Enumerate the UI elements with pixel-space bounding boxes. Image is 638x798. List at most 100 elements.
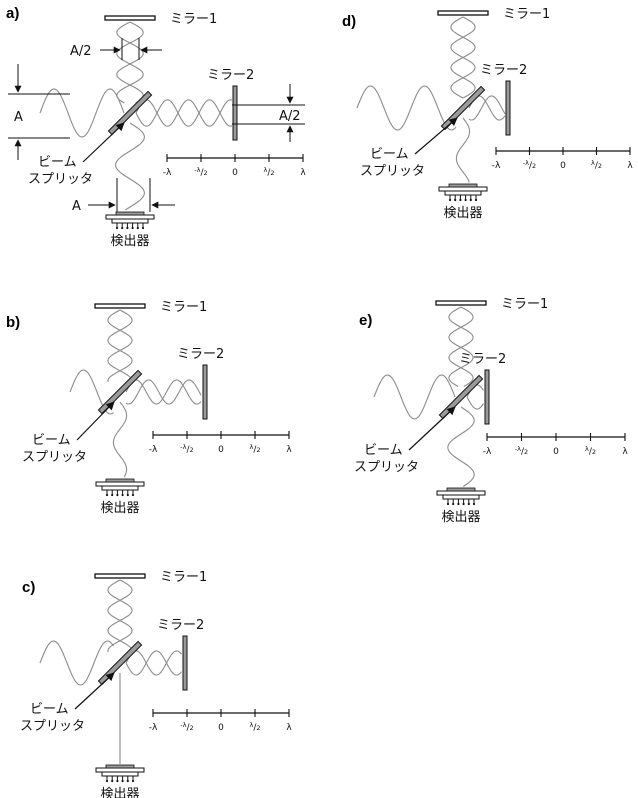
beam-splitter-label-2: スプリッタ: [360, 164, 425, 179]
arm1-wave-b: [107, 579, 133, 653]
detector-label: 検出器: [441, 510, 480, 525]
tick-half-lambda: λ/2: [585, 445, 596, 457]
mirror-1-label: ミラー1: [160, 570, 207, 585]
arm2-wave-b: [125, 650, 182, 676]
half-amplitude-label-right: A/2: [279, 109, 301, 124]
tick-neg-half-lambda: -λ/2: [523, 159, 536, 171]
tick-lambda: λ: [286, 445, 292, 455]
mirror-2: [182, 635, 188, 691]
tick-half-lambda: λ/2: [249, 443, 260, 455]
detector-amplitude-label: A: [72, 199, 81, 214]
arm2-wave-b: [468, 95, 506, 121]
beam-splitter-label-2: スプリッタ: [20, 719, 85, 734]
mirror-1: [435, 300, 487, 306]
arm1-wave-b: [448, 306, 474, 387]
mirror-1-label: ミラー1: [503, 7, 550, 22]
input-wave: [373, 374, 456, 420]
mirror-2-label: ミラー2: [480, 63, 527, 78]
amplitude-label: A: [14, 110, 23, 125]
beam-splitter-arrow: [408, 406, 456, 451]
mirror-2-label: ミラー2: [459, 352, 506, 367]
input-wave: [39, 640, 114, 686]
tick-neg-lambda: -λ: [492, 161, 501, 171]
mirror-2: [232, 85, 238, 141]
tick-neg-lambda: -λ: [483, 447, 492, 457]
tick-neg-half-lambda: -λ/2: [194, 166, 207, 178]
beam-splitter: [438, 374, 484, 420]
panel-letter: a): [6, 5, 19, 22]
tick-half-lambda: λ/2: [263, 166, 274, 178]
beam-splitter-arrow: [74, 672, 115, 710]
position-scale: -λ -λ/2 0 λ/2 λ: [483, 433, 628, 457]
panel-letter: e): [359, 312, 372, 329]
mirror-1-label: ミラー1: [501, 297, 548, 312]
mirror-1-label: ミラー1: [170, 12, 217, 27]
detector-wave: [447, 406, 475, 487]
tick-zero: 0: [560, 161, 566, 171]
detector-icon: [105, 211, 155, 230]
detector-icon: [438, 183, 488, 202]
tick-neg-half-lambda: -λ/2: [515, 445, 528, 457]
beam-splitter-label-2: スプリッタ: [354, 460, 419, 475]
mirror-2: [484, 369, 490, 425]
tick-zero: 0: [218, 723, 224, 733]
position-scale: -λ -λ/2 0 λ/2 λ: [492, 147, 633, 171]
mirror-2: [202, 364, 208, 420]
arm2-wave-a: [135, 99, 233, 127]
arm2-wave-a: [125, 379, 202, 405]
detector-icon: [436, 487, 486, 506]
tick-lambda: λ: [627, 161, 633, 171]
beam-splitter-label-2: スプリッタ: [22, 450, 87, 465]
beam-splitter-label-1: ビーム: [30, 702, 69, 717]
beam-splitter-label-1: ビーム: [38, 155, 77, 170]
tick-half-lambda: λ/2: [249, 721, 260, 733]
detector-label: 検出器: [110, 234, 149, 249]
tick-lambda: λ: [286, 723, 292, 733]
beam-splitter: [107, 90, 153, 136]
mirror-1: [437, 10, 489, 16]
panel-letter: d): [342, 13, 356, 30]
tick-neg-half-lambda: -λ/2: [180, 721, 193, 733]
detector-icon: [95, 764, 145, 783]
arm2-wave-b: [125, 379, 202, 405]
mirror-1-label: ミラー1: [160, 300, 207, 315]
beam-splitter: [440, 85, 486, 131]
input-wave: [39, 88, 125, 138]
detector-wave: [115, 122, 145, 211]
beam-splitter-label-2: スプリッタ: [28, 172, 93, 187]
arm1-wave-b: [116, 21, 144, 104]
arm2-wave-a: [125, 650, 182, 676]
mirror-1: [94, 303, 146, 309]
position-scale: -λ -λ/2 0 λ/2 λ: [163, 154, 306, 178]
mirror-2-label: ミラー2: [207, 68, 254, 83]
tick-neg-lambda: -λ: [149, 445, 158, 455]
beam-splitter-arrow: [414, 117, 458, 155]
input-wave: [356, 85, 457, 131]
tick-lambda: λ: [300, 168, 306, 178]
tick-zero: 0: [232, 168, 238, 178]
mirror-1: [94, 573, 146, 579]
tick-neg-lambda: -λ: [163, 168, 172, 178]
tick-lambda: λ: [622, 447, 628, 457]
arm1-wave-a: [116, 21, 144, 104]
panel-letter: b): [6, 314, 20, 331]
position-scale: -λ -λ/2 0 λ/2 λ: [149, 709, 292, 733]
arm1-wave-b: [107, 309, 133, 383]
detector-label: 検出器: [443, 206, 482, 221]
beam-splitter-arrow: [76, 401, 115, 441]
detector-wave: [112, 401, 128, 478]
tick-zero: 0: [553, 447, 559, 457]
beam-splitter-label-1: ビーム: [364, 443, 403, 458]
beam-splitter-label-1: ビーム: [32, 433, 71, 448]
tick-half-lambda: λ/2: [591, 159, 602, 171]
panel-letter: c): [22, 579, 35, 596]
arm1-wave-a: [107, 579, 133, 653]
beam-splitter-arrow: [82, 122, 125, 163]
detector-icon: [95, 478, 145, 497]
beam-splitter-label-1: ビーム: [370, 147, 409, 162]
mirror-1: [104, 15, 156, 21]
